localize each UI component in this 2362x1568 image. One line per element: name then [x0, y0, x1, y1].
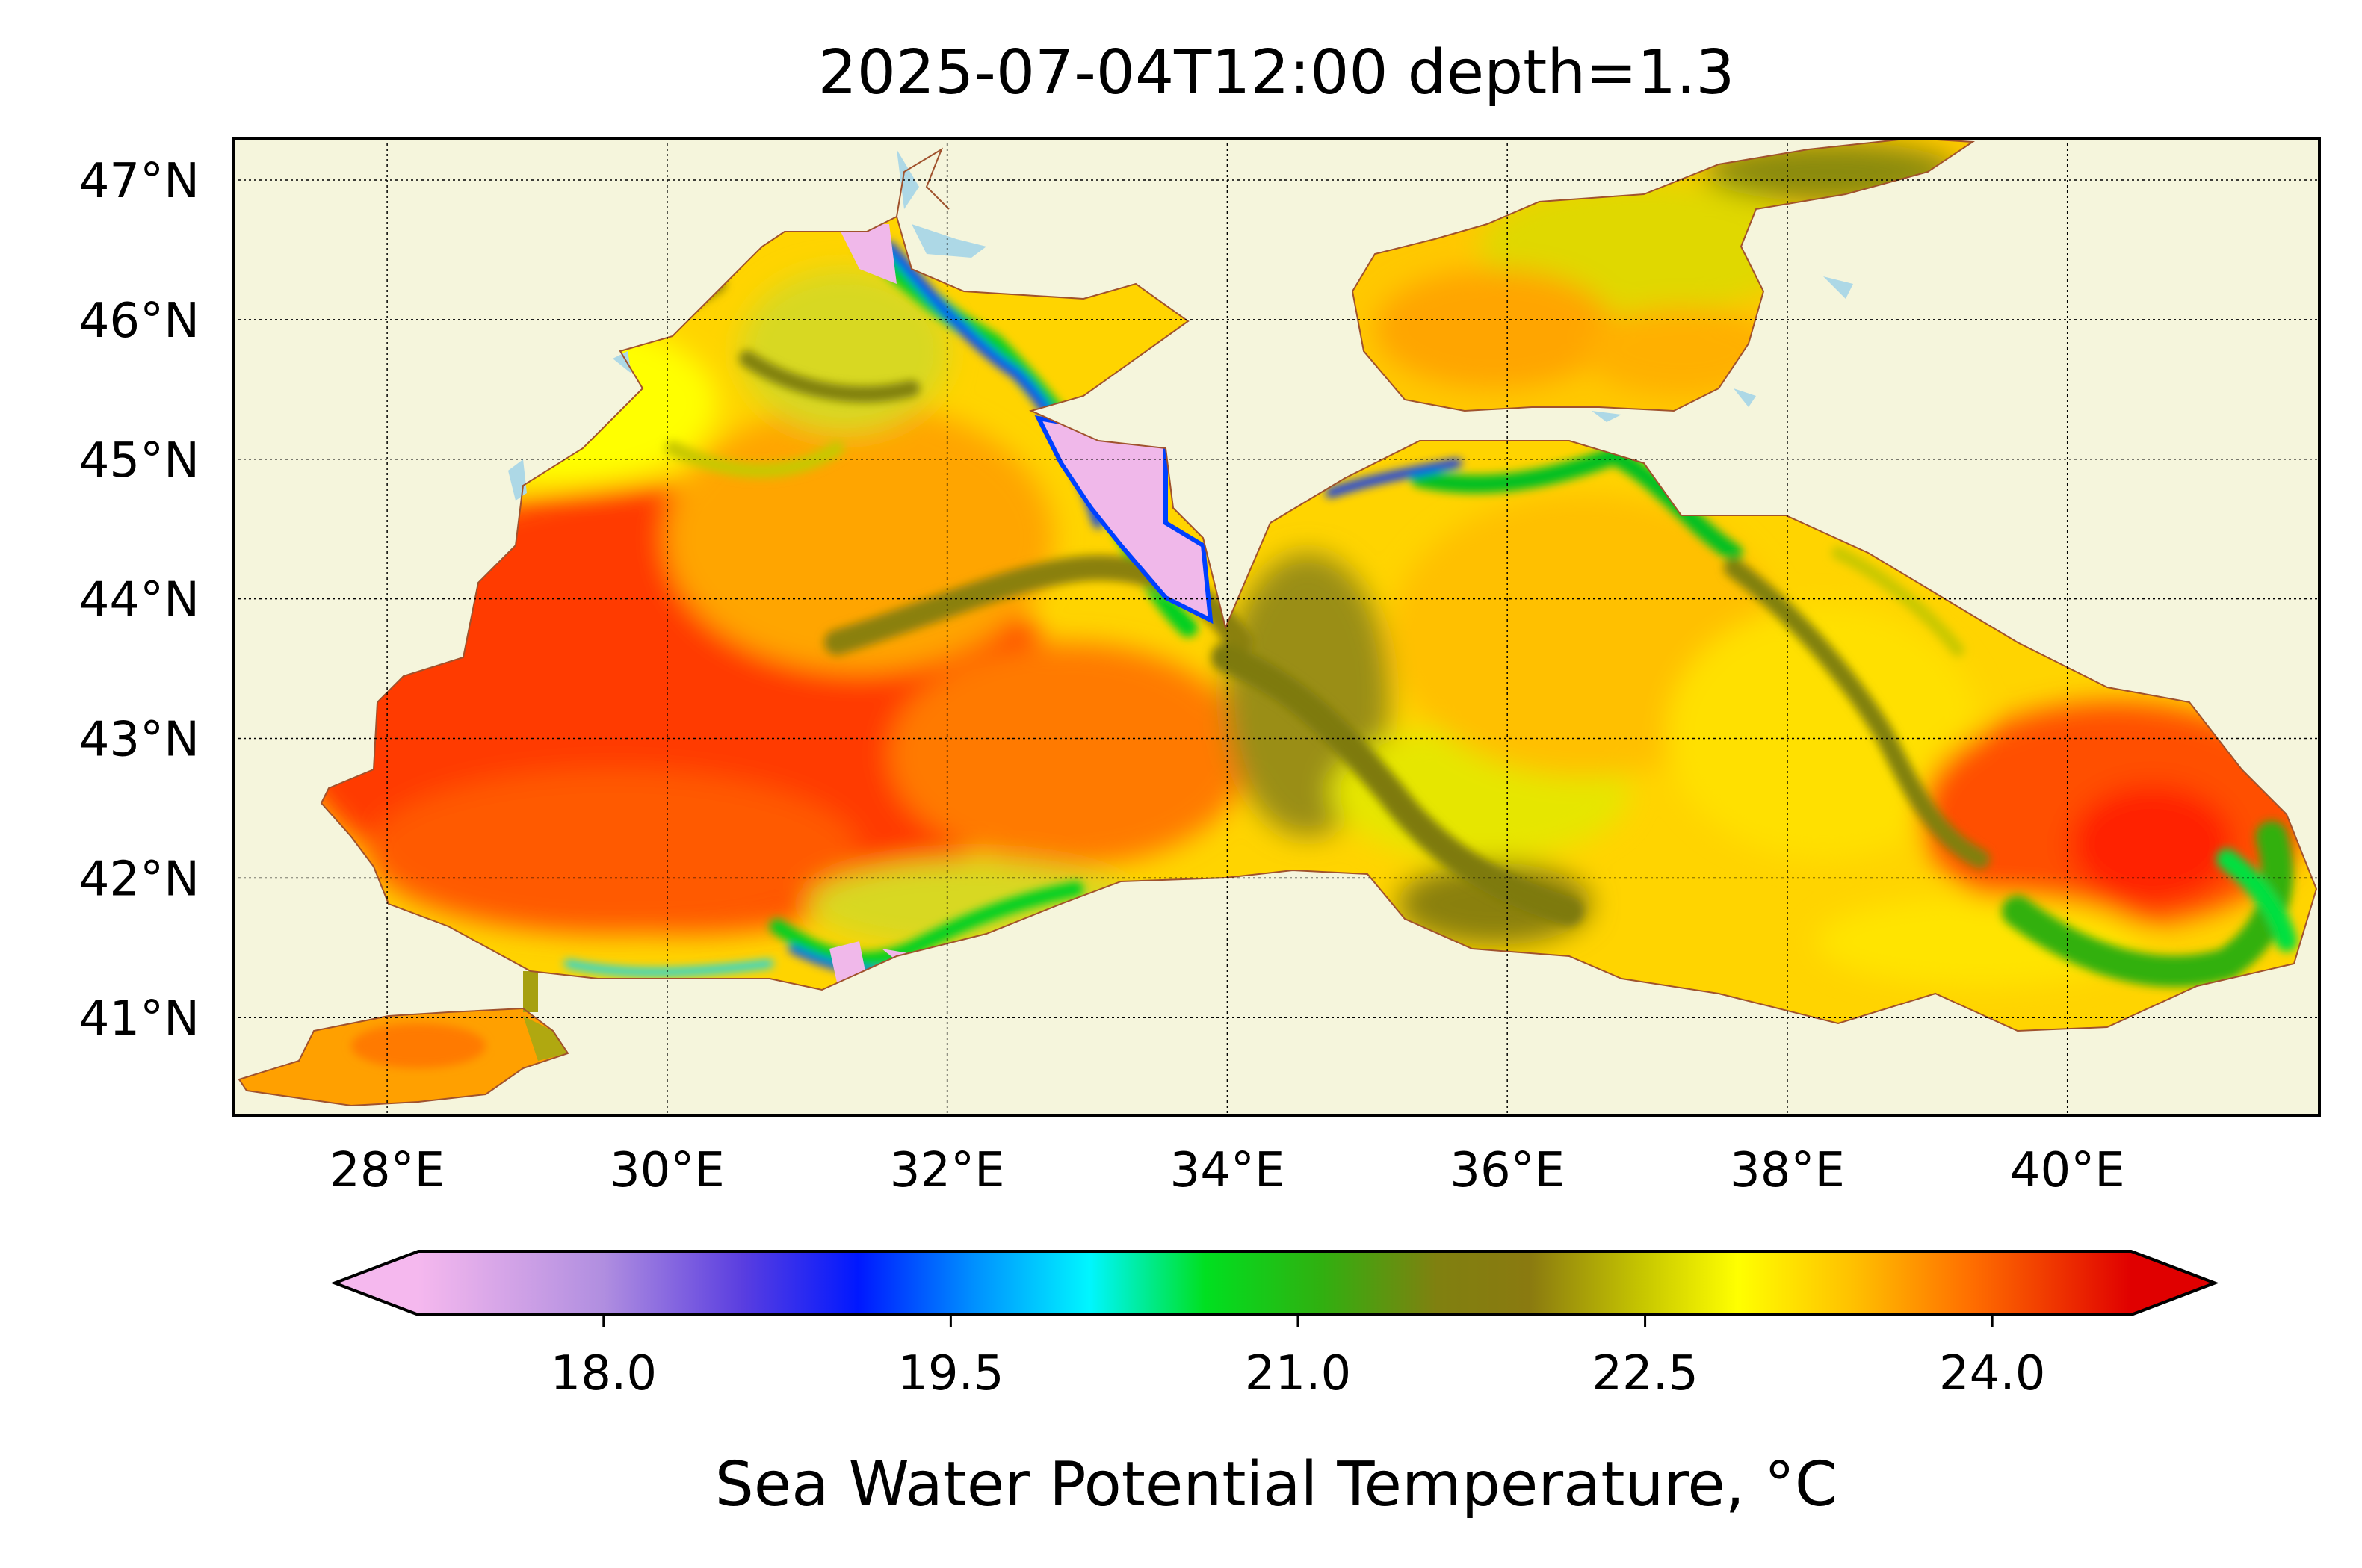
colorbar-tick-label: 18.0 — [551, 1346, 658, 1401]
lon-tick-label: 38°E — [1730, 1143, 1845, 1198]
map-frame — [232, 137, 2321, 1117]
lon-tick-label: 28°E — [330, 1143, 445, 1198]
colorbar-tick-label: 21.0 — [1245, 1346, 1352, 1401]
colorbar-extend-max — [2131, 1251, 2215, 1315]
lat-axis: 41°N 42°N 43°N 44°N 45°N 46°N 47°N — [79, 154, 200, 1047]
lat-tick-label: 43°N — [79, 712, 200, 767]
colorbar-ticks: 18.0 19.5 21.0 22.5 24.0 — [551, 1315, 2046, 1401]
colorbar-outline — [330, 1250, 2219, 1316]
colorbar-label: Sea Water Potential Temperature, °C — [715, 1449, 1837, 1520]
lat-tick-label: 44°N — [79, 573, 200, 628]
lat-tick-label: 42°N — [79, 852, 200, 907]
lon-tick-label: 32°E — [890, 1143, 1005, 1198]
colorbar-tick-label: 24.0 — [1939, 1346, 2046, 1401]
gridlines — [233, 138, 2319, 1115]
map-plot-area: 41°N 42°N 43°N 44°N 45°N 46°N 47°N 28°E 30°E 32°… — [79, 137, 2321, 1198]
lat-tick-label: 45°N — [79, 433, 200, 489]
colorbar: 18.0 19.5 21.0 22.5 24.0 Sea Water Potential… — [330, 1250, 2219, 1520]
lon-tick-label: 40°E — [2010, 1143, 2125, 1198]
lat-tick-label: 41°N — [79, 991, 200, 1047]
lon-tick-label: 34°E — [1169, 1143, 1284, 1198]
colorbar-tick-label: 22.5 — [1592, 1346, 1698, 1401]
lat-tick-label: 46°N — [79, 294, 200, 349]
colorbar-tick-label: 19.5 — [897, 1346, 1004, 1401]
map-title: 2025-07-04T12:00 depth=1.3 — [818, 37, 1735, 108]
lon-tick-label: 30°E — [610, 1143, 725, 1198]
coastlines — [238, 138, 2318, 1107]
colorbar-extend-min — [335, 1251, 418, 1315]
lat-tick-label: 47°N — [79, 154, 200, 209]
lon-tick-label: 36°E — [1450, 1143, 1565, 1198]
colorbar-body — [418, 1251, 2131, 1315]
marmara-temperature-field — [239, 971, 568, 1106]
lon-axis: 28°E 30°E 32°E 34°E 36°E 38°E 40°E — [330, 1143, 2124, 1198]
